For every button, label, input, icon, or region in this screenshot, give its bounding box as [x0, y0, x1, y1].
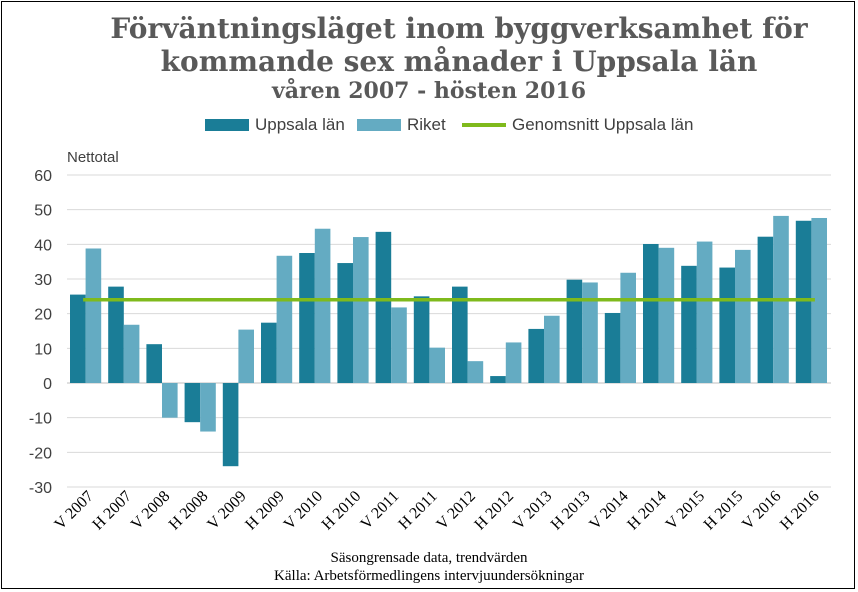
- x-tick-label: V 2015: [663, 488, 708, 533]
- x-tick-label: V 2008: [128, 488, 173, 533]
- bar-riket: [620, 272, 636, 383]
- x-tick-label: V 2009: [204, 488, 249, 533]
- bar-uppsala: [452, 286, 468, 383]
- bar-riket: [735, 249, 751, 383]
- chart-subtitle: våren 2007 - hösten 2016: [271, 78, 587, 104]
- bar-uppsala: [413, 296, 430, 383]
- y-tick-label: 60: [34, 168, 52, 185]
- bar-riket: [582, 282, 598, 383]
- bar-riket: [200, 383, 216, 432]
- legend-label-average: Genomsnitt Uppsala län: [512, 115, 694, 134]
- bar-uppsala: [146, 344, 162, 383]
- x-tick-label: H 2011: [395, 488, 440, 533]
- bar-riket: [467, 361, 484, 383]
- x-tick-label: H 2016: [777, 488, 823, 534]
- y-tick-label: 50: [34, 203, 52, 220]
- bar-uppsala: [681, 265, 697, 383]
- bar-riket: [238, 329, 254, 383]
- bar-riket: [276, 255, 293, 383]
- bar-uppsala: [528, 328, 544, 383]
- bar-riket: [123, 324, 140, 383]
- x-tick-label: H 2014: [624, 488, 670, 534]
- bar-riket: [505, 342, 522, 383]
- chart-title-line2: kommande sex månader i Uppsala län: [160, 45, 758, 78]
- bar-uppsala: [719, 267, 735, 383]
- bar-uppsala: [337, 263, 353, 383]
- x-tick-label: V 2012: [433, 488, 478, 533]
- bar-uppsala: [795, 220, 812, 383]
- x-tick-label: V 2007: [51, 488, 96, 533]
- x-tick-label: V 2013: [510, 488, 555, 533]
- legend-item-average: Genomsnitt Uppsala län: [462, 114, 693, 136]
- y-tick-label: 10: [34, 341, 52, 358]
- legend-item-uppsala: Uppsala län: [205, 114, 345, 136]
- bar-riket: [658, 247, 675, 383]
- legend-item-riket: Riket: [357, 114, 446, 136]
- legend: Uppsala län Riket Genomsnitt Uppsala län: [0, 114, 858, 136]
- bar-uppsala: [70, 294, 86, 383]
- y-tick-label: 30: [34, 272, 52, 289]
- x-tick-label: V 2014: [586, 488, 631, 533]
- bar-uppsala: [757, 236, 774, 383]
- bar-riket: [391, 307, 407, 383]
- legend-swatch-uppsala: [205, 119, 249, 131]
- bar-riket: [544, 315, 560, 383]
- bar-riket: [696, 241, 713, 383]
- bar-riket: [811, 217, 827, 383]
- bar-uppsala: [299, 253, 315, 383]
- legend-label-riket: Riket: [407, 115, 446, 134]
- x-tick-label: H 2010: [319, 488, 365, 534]
- bar-uppsala: [643, 243, 659, 383]
- x-tick-label: H 2015: [701, 488, 747, 534]
- bar-uppsala: [261, 322, 277, 383]
- x-tick-label: H 2013: [548, 488, 594, 534]
- y-tick-label: -30: [29, 480, 52, 497]
- bar-uppsala: [375, 231, 392, 383]
- y-tick-label: 0: [43, 376, 52, 393]
- bar-riket: [85, 248, 102, 383]
- bar-riket: [353, 237, 369, 383]
- legend-swatch-average: [462, 123, 506, 127]
- x-tick-label: V 2016: [739, 488, 784, 533]
- legend-label-uppsala: Uppsala län: [255, 115, 345, 134]
- x-tick-label: H 2007: [89, 488, 135, 534]
- y-tick-label: 40: [34, 237, 52, 254]
- bar-riket: [429, 347, 445, 383]
- y-tick-label: -10: [29, 411, 52, 428]
- chart-title-line1: Förväntningsläget inom byggverksamhet fö…: [110, 12, 808, 45]
- x-tick-label: H 2008: [166, 488, 212, 534]
- y-tick-label: -20: [29, 445, 52, 462]
- bar-riket: [162, 383, 178, 418]
- bar-uppsala: [108, 286, 124, 383]
- note-source: Källa: Arbetsförmedlingens intervjuunder…: [274, 568, 584, 584]
- bar-uppsala: [184, 383, 201, 423]
- x-tick-label: H 2009: [242, 488, 288, 534]
- bar-riket: [314, 228, 331, 383]
- y-axis-title: Nettotal: [67, 149, 119, 166]
- x-tick-label: V 2010: [281, 488, 326, 533]
- legend-swatch-riket: [357, 119, 401, 131]
- bar-uppsala: [566, 279, 583, 383]
- x-tick-label: H 2012: [471, 488, 517, 534]
- bar-uppsala: [222, 383, 239, 467]
- bar-uppsala: [604, 312, 621, 383]
- note-seasonal: Säsongrensade data, trendvärden: [330, 550, 528, 566]
- x-tick-label: V 2011: [358, 488, 403, 533]
- bar-uppsala: [490, 376, 506, 383]
- y-tick-label: 20: [34, 307, 52, 324]
